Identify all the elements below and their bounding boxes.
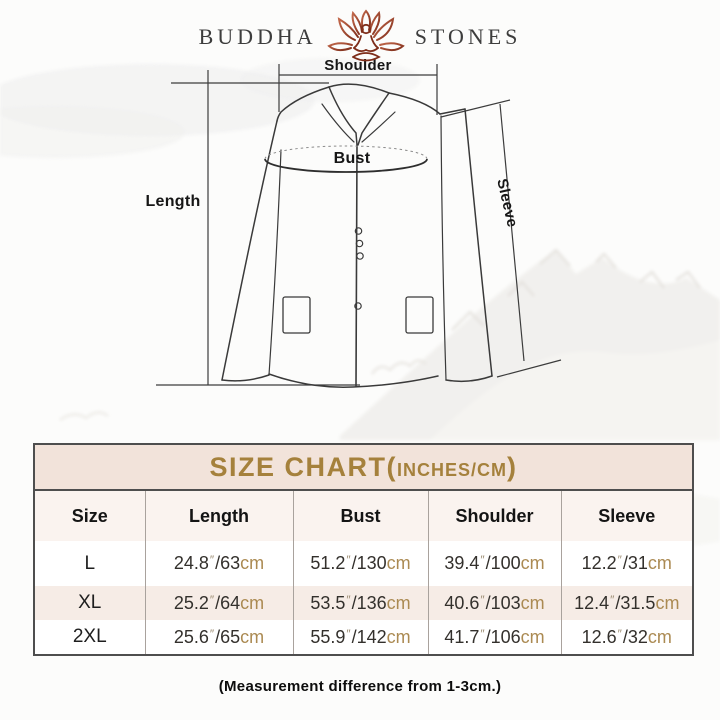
- title-close: ): [507, 451, 518, 482]
- length-value: 25.6″/65cm: [144, 620, 293, 655]
- jacket-outline: [221, 83, 493, 388]
- cm-unit: cm: [520, 553, 545, 573]
- inch-mark: ″: [346, 626, 351, 641]
- measurement-lines: [156, 64, 562, 386]
- table-row-2xl: 2XL 25.6″/65cm 55.9″/142cm 41.7″/106cm 1…: [34, 620, 694, 655]
- cm-unit: cm: [240, 592, 265, 613]
- sleeve-value: 12.2″/31cm: [560, 541, 694, 586]
- cm-unit: cm: [647, 553, 672, 573]
- table-row-l: L 24.8″/63cm 51.2″/130cm 39.4″/100cm 12.…: [34, 541, 694, 586]
- cm-unit: cm: [240, 553, 265, 573]
- inch-mark: ″: [346, 592, 351, 607]
- bust-value: 51.2″/130cm: [292, 541, 428, 586]
- length-value: 25.2″/64cm: [144, 586, 293, 620]
- sleeve-value: 12.6″/32cm: [560, 620, 694, 655]
- cm-unit: cm: [386, 592, 411, 613]
- sleeve-value: 12.4″/31.5cm: [560, 586, 694, 620]
- size-value: L: [34, 541, 145, 586]
- shoulder-value: 40.6″/103cm: [427, 586, 561, 620]
- brand-logo: BUDDHA: [0, 8, 720, 66]
- title-main: SIZE CHART(: [209, 451, 397, 482]
- col-header-length: Length: [144, 490, 293, 541]
- brand-name-right: STONES: [414, 24, 522, 49]
- size-chart-section: SIZE CHART(INCHES/CM) Size Length Bust S…: [33, 443, 695, 656]
- size-chart-title: SIZE CHART(INCHES/CM): [34, 444, 694, 491]
- inch-mark: ″: [209, 592, 215, 607]
- col-header-sleeve: Sleeve: [560, 490, 694, 541]
- length-label: Length: [145, 193, 201, 210]
- length-value: 24.8″/63cm: [144, 541, 293, 586]
- inch-mark: ″: [480, 553, 485, 567]
- inch-mark: ″: [617, 626, 622, 641]
- cm-unit: cm: [647, 626, 672, 647]
- shoulder-label: Shoulder: [324, 57, 392, 74]
- inch-mark: ″: [480, 626, 485, 641]
- col-header-bust: Bust: [292, 490, 428, 541]
- bust-ellipse: [264, 145, 428, 173]
- cm-unit: cm: [520, 592, 545, 613]
- shoulder-value: 41.7″/106cm: [427, 620, 561, 655]
- size-value: 2XL: [34, 620, 145, 655]
- bust-value: 55.9″/142cm: [292, 620, 428, 655]
- cm-unit: cm: [386, 626, 411, 647]
- shoulder-value: 39.4″/100cm: [427, 541, 561, 586]
- table-row-xl: XL 25.2″/64cm 53.5″/136cm 40.6″/103cm 12…: [34, 586, 694, 620]
- inch-mark: ″: [617, 553, 622, 567]
- size-value: XL: [34, 586, 145, 620]
- lotus-meditation-icon: [326, 9, 405, 62]
- title-sub: INCHES/CM: [397, 459, 508, 480]
- size-chart-table: SIZE CHART(INCHES/CM) Size Length Bust S…: [33, 443, 695, 656]
- inch-mark: ″: [480, 592, 485, 607]
- inch-mark: ″: [209, 553, 215, 567]
- cm-unit: cm: [386, 553, 411, 573]
- col-header-size: Size: [34, 490, 145, 541]
- measurement-note: (Measurement difference from 1-3cm.): [218, 678, 502, 695]
- cm-unit: cm: [655, 592, 680, 613]
- size-chart-title-row: SIZE CHART(INCHES/CM): [34, 444, 694, 491]
- inch-mark: ″: [610, 592, 615, 607]
- brand-name-left: BUDDHA: [198, 24, 317, 49]
- bust-value: 53.5″/136cm: [292, 586, 428, 620]
- cm-unit: cm: [240, 626, 265, 647]
- cm-unit: cm: [520, 626, 545, 647]
- col-header-shoulder: Shoulder: [427, 490, 561, 541]
- bust-label: Bust: [333, 150, 371, 167]
- column-header-row: Size Length Bust Shoulder Sleeve: [34, 490, 694, 541]
- inch-mark: ″: [346, 553, 351, 567]
- pockets: [282, 296, 434, 334]
- button-loops: [354, 227, 364, 310]
- inch-mark: ″: [209, 626, 215, 641]
